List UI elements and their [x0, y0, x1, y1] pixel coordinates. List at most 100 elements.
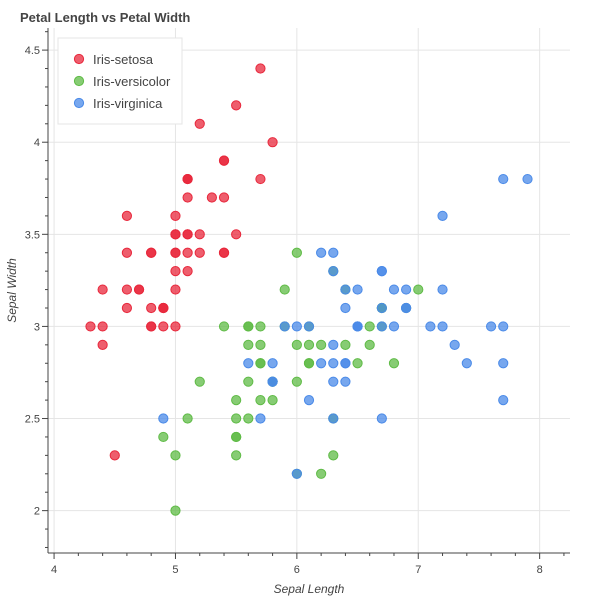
- data-point: [231, 100, 242, 111]
- y-tick-label: 3.5: [25, 229, 40, 241]
- data-point: [182, 247, 193, 258]
- data-point: [328, 376, 339, 387]
- x-tick-label: 4: [51, 564, 57, 576]
- data-point: [401, 284, 412, 295]
- chart-title: Petal Length vs Petal Width: [20, 10, 190, 25]
- data-point: [133, 284, 145, 295]
- data-point: [352, 321, 363, 332]
- data-point: [146, 302, 157, 314]
- data-point: [255, 173, 266, 185]
- data-point: [97, 321, 108, 332]
- data-point: [158, 302, 169, 314]
- data-point: [498, 173, 509, 185]
- data-point: [303, 339, 315, 350]
- y-tick-label: 2.5: [25, 414, 40, 426]
- data-point: [206, 192, 217, 203]
- data-point: [498, 395, 509, 406]
- data-point: [218, 192, 230, 203]
- y-tick-label: 4.5: [25, 45, 40, 57]
- data-point: [303, 395, 315, 406]
- data-point: [340, 376, 351, 387]
- series-iris-setosa: [85, 63, 278, 461]
- data-point: [182, 173, 193, 185]
- data-point: [194, 376, 205, 387]
- data-point: [121, 210, 133, 221]
- data-point: [376, 302, 387, 314]
- data-point: [498, 358, 509, 369]
- data-point: [267, 395, 278, 406]
- data-point: [121, 302, 133, 314]
- data-point: [437, 210, 448, 221]
- legend-marker: [73, 75, 85, 87]
- data-point: [85, 321, 96, 332]
- data-point: [291, 247, 302, 258]
- data-point: [182, 192, 193, 203]
- data-point: [231, 431, 242, 443]
- data-point: [279, 321, 290, 332]
- data-point: [328, 413, 339, 424]
- data-point: [291, 468, 302, 479]
- data-point: [340, 302, 351, 314]
- data-point: [255, 339, 266, 350]
- data-point: [485, 321, 497, 332]
- data-point: [267, 358, 278, 369]
- data-points: [85, 63, 533, 516]
- data-point: [243, 358, 254, 369]
- data-point: [255, 413, 266, 424]
- series-iris-versicolor: [158, 247, 424, 516]
- data-point: [401, 302, 412, 314]
- data-point: [316, 247, 327, 258]
- data-point: [413, 284, 424, 295]
- data-point: [97, 284, 108, 295]
- data-point: [158, 413, 169, 424]
- x-tick-label: 5: [172, 564, 178, 576]
- data-point: [231, 450, 242, 461]
- y-tick-label: 3: [34, 321, 40, 333]
- data-point: [376, 266, 387, 277]
- data-point: [218, 155, 230, 166]
- data-point: [291, 376, 302, 387]
- data-point: [231, 413, 242, 424]
- data-point: [97, 339, 108, 350]
- y-tick-label: 4: [34, 137, 40, 149]
- data-point: [267, 376, 278, 387]
- y-axis-label: Sepal Width: [5, 258, 19, 323]
- data-point: [291, 339, 302, 350]
- data-point: [498, 321, 509, 332]
- data-point: [316, 358, 327, 369]
- data-point: [376, 413, 387, 424]
- data-point: [243, 376, 254, 387]
- data-point: [231, 395, 242, 406]
- legend-label: Iris-setosa: [93, 52, 154, 67]
- data-point: [243, 339, 254, 350]
- data-point: [376, 321, 387, 332]
- y-ticks: 2 2.5 3 3.5 4 4.5: [25, 31, 48, 548]
- data-point: [328, 450, 339, 461]
- legend-marker: [73, 97, 85, 109]
- data-point: [340, 358, 351, 369]
- legend: Iris-setosa Iris-versicolor Iris-virginica: [57, 37, 183, 125]
- data-point: [218, 247, 230, 258]
- data-point: [328, 266, 339, 277]
- data-point: [328, 358, 339, 369]
- x-axis-label: Sepal Length: [274, 582, 345, 596]
- data-point: [388, 284, 400, 295]
- data-point: [255, 395, 266, 406]
- data-point: [255, 321, 266, 332]
- data-point: [218, 321, 230, 332]
- data-point: [279, 284, 290, 295]
- data-point: [316, 468, 327, 479]
- data-point: [194, 247, 205, 258]
- data-point: [316, 339, 327, 350]
- data-point: [158, 431, 169, 443]
- data-point: [121, 247, 133, 258]
- data-point: [170, 450, 181, 461]
- data-point: [170, 266, 181, 277]
- data-point: [243, 413, 254, 424]
- x-tick-label: 8: [537, 564, 543, 576]
- axes: [47, 28, 570, 554]
- data-point: [364, 321, 375, 332]
- data-point: [437, 284, 448, 295]
- legend-label: Iris-virginica: [93, 96, 163, 111]
